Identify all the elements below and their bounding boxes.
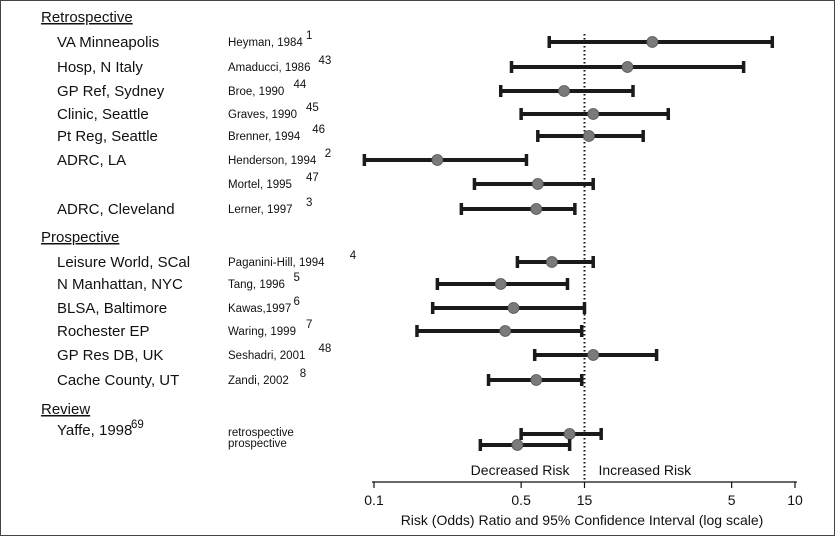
study-ref-superscript: 43 xyxy=(319,55,332,67)
study-ref-superscript: 3 xyxy=(306,197,312,209)
study-ref-superscript: 48 xyxy=(319,343,332,355)
odds-ratio-point xyxy=(564,429,575,440)
study-site: Leisure World, SCal xyxy=(57,254,190,271)
study-ref-superscript: 44 xyxy=(294,79,307,91)
study-ref-superscript: 45 xyxy=(306,102,319,114)
study-site: GP Res DB, UK xyxy=(57,347,163,364)
study-reference: prospective xyxy=(228,438,287,450)
decreased-risk-label: Decreased Risk xyxy=(471,462,571,478)
study-site: BLSA, Baltimore xyxy=(57,300,167,317)
odds-ratio-point xyxy=(583,131,594,142)
study-site: GP Ref, Sydney xyxy=(57,83,165,100)
study-ref-superscript: 8 xyxy=(300,368,306,380)
section-title: Retrospective xyxy=(41,9,133,26)
x-tick-label: 5 xyxy=(728,492,736,508)
study-site: N Manhattan, NYC xyxy=(57,276,183,293)
study-reference: Heyman, 1984 xyxy=(228,37,303,49)
study-site: VA Minneapolis xyxy=(57,34,159,51)
study-site: ADRC, Cleveland xyxy=(57,201,175,218)
odds-ratio-point xyxy=(508,303,519,314)
study-site: Pt Reg, Seattle xyxy=(57,128,158,145)
x-axis-title: Risk (Odds) Ratio and 95% Confidence Int… xyxy=(401,512,764,528)
study-ref-superscript: 46 xyxy=(312,124,325,136)
study-site: Rochester EP xyxy=(57,323,150,340)
study-reference: Amaducci, 1986 xyxy=(228,62,310,74)
study-ref-superscript: 2 xyxy=(325,148,331,160)
odds-ratio-point xyxy=(500,326,511,337)
study-ref-superscript: 47 xyxy=(306,172,319,184)
odds-ratio-point xyxy=(588,109,599,120)
study-ref-superscript: 5 xyxy=(294,272,300,284)
study-reference: Seshadri, 2001 xyxy=(228,350,305,362)
odds-ratio-point xyxy=(622,62,633,73)
odds-ratio-point xyxy=(495,279,506,290)
section-title: Prospective xyxy=(41,229,119,246)
study-reference: Zandi, 2002 xyxy=(228,375,289,387)
odds-ratio-point xyxy=(531,204,542,215)
study-reference: Lerner, 1997 xyxy=(228,204,293,216)
odds-ratio-point xyxy=(559,86,570,97)
study-ref-superscript: 7 xyxy=(306,319,312,331)
odds-ratio-point xyxy=(647,37,658,48)
study-reference: Broe, 1990 xyxy=(228,86,284,98)
odds-ratio-point xyxy=(432,155,443,166)
odds-ratio-point xyxy=(532,179,543,190)
study-reference: Graves, 1990 xyxy=(228,109,297,121)
x-tick-label: 15 xyxy=(577,492,593,508)
study-site: Cache County, UT xyxy=(57,372,179,389)
x-tick-label: 0.1 xyxy=(364,492,384,508)
study-ref-superscript: 4 xyxy=(350,250,357,262)
study-site: ADRC, LA xyxy=(57,152,126,169)
study-reference: Brenner, 1994 xyxy=(228,131,301,143)
odds-ratio-point xyxy=(512,440,523,451)
increased-risk-label: Increased Risk xyxy=(599,462,693,478)
study-reference: Tang, 1996 xyxy=(228,279,285,291)
study-reference: Henderson, 1994 xyxy=(228,155,317,167)
odds-ratio-point xyxy=(531,375,542,386)
section-title: Review xyxy=(41,401,90,418)
odds-ratio-point xyxy=(546,257,557,268)
study-reference: Waring, 1999 xyxy=(228,326,296,338)
study-ref-superscript: 69 xyxy=(131,419,144,431)
study-reference: Mortel, 1995 xyxy=(228,179,292,191)
study-site: Yaffe, 1998 xyxy=(57,422,132,439)
study-reference: Paganini-Hill, 1994 xyxy=(228,257,325,269)
odds-ratio-point xyxy=(588,350,599,361)
study-site: Hosp, N Italy xyxy=(57,59,143,76)
study-site: Clinic, Seattle xyxy=(57,106,149,123)
study-ref-superscript: 6 xyxy=(294,296,300,308)
study-reference: Kawas,1997 xyxy=(228,303,291,315)
x-tick-label: 10 xyxy=(787,492,803,508)
x-tick-label: 0.5 xyxy=(511,492,531,508)
study-ref-superscript: 1 xyxy=(306,30,312,42)
